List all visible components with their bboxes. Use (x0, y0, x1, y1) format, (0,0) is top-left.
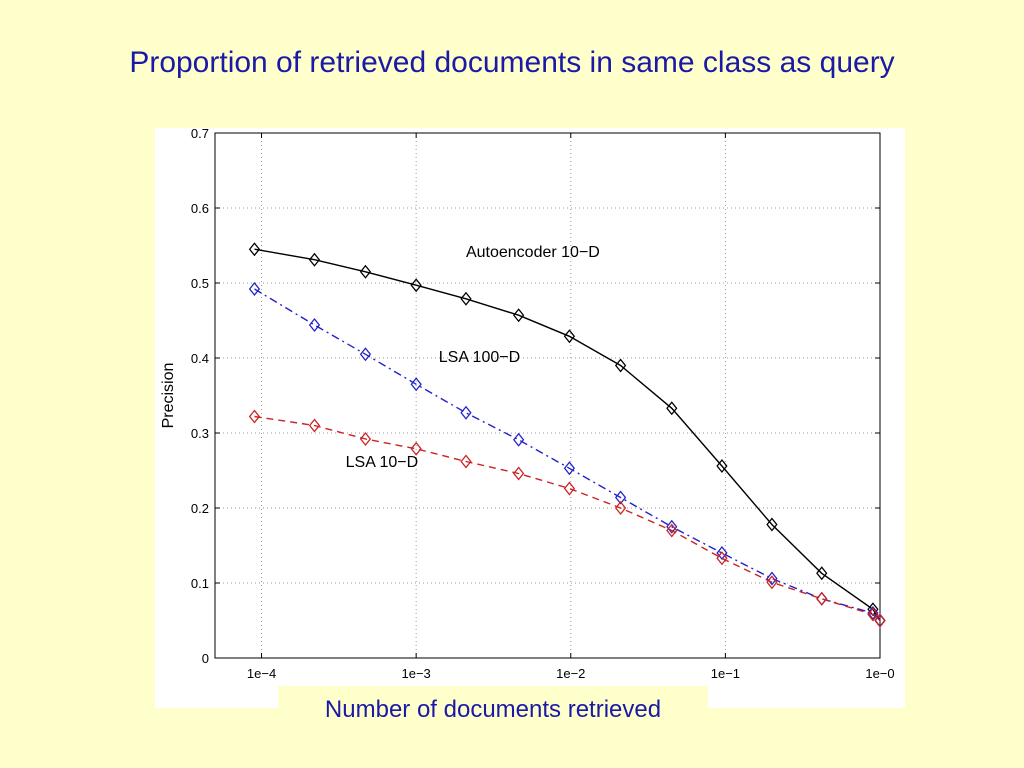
data-point (867, 605, 879, 621)
series-label: LSA 100−D (439, 349, 520, 366)
data-point (248, 281, 261, 297)
data-point (410, 441, 422, 456)
y-tick-label: 0.3 (191, 426, 209, 441)
precision-chart: 0 0.1 0.2 0.3 0.4 0.5 0.6 0.7 1e−4 1e−3 1e−2 1e−1 1e… (160, 128, 895, 681)
data-point (410, 278, 422, 293)
y-tick-label: 0 (202, 651, 209, 666)
axis-ticks: 0 0.1 0.2 0.3 0.4 0.5 0.6 0.7 1e−4 1e−3 1e−2 1e−1 1e… (191, 128, 895, 681)
data-point (512, 308, 525, 323)
data-point (359, 264, 372, 279)
y-tick-label: 0.2 (191, 501, 209, 516)
data-point (248, 242, 261, 257)
series-group (248, 242, 886, 628)
data-point (308, 418, 321, 433)
data-point (359, 431, 372, 447)
x-axis-caption: Number of documents retrieved (324, 696, 662, 723)
data-point (716, 545, 728, 561)
grid-lines (215, 133, 881, 658)
data-point (512, 466, 525, 481)
plot-panel: 0 0.1 0.2 0.3 0.4 0.5 0.6 0.7 1e−4 1e−3 1e−2 1e−1 1e… (155, 128, 905, 708)
plot-frame (214, 132, 881, 659)
data-point (563, 461, 576, 476)
y-tick-label: 0.7 (191, 128, 209, 141)
data-point (563, 329, 576, 344)
data-point (359, 347, 372, 362)
data-point (766, 517, 778, 532)
data-point (308, 252, 321, 267)
data-point (460, 454, 472, 469)
data-point (666, 523, 678, 538)
data-point (410, 377, 422, 392)
series-2 (248, 409, 886, 628)
data-point (248, 409, 261, 424)
data-point (563, 481, 576, 496)
data-point (716, 551, 728, 566)
series-label: LSA 10−D (346, 454, 419, 471)
data-point (816, 591, 828, 606)
series-line (254, 248, 881, 621)
data-point (716, 458, 728, 474)
x-tick-label: 1e−1 (711, 666, 740, 681)
data-point (666, 401, 678, 416)
data-point (460, 405, 472, 420)
data-point (308, 317, 321, 333)
data-point (816, 566, 828, 581)
y-tick-label: 0.5 (191, 276, 209, 291)
x-tick-label: 1e−4 (247, 666, 276, 681)
y-axis-title: Precision (160, 363, 177, 429)
y-tick-label: 0.1 (191, 576, 209, 591)
y-tick-label: 0.4 (191, 351, 209, 366)
y-tick-label: 0.6 (191, 201, 209, 216)
data-point (766, 571, 778, 586)
series-labels: Autoencoder 10−D LSA 100−D LSA 10−D (346, 244, 600, 471)
series-label: Autoencoder 10−D (466, 244, 600, 261)
series-0 (248, 242, 886, 628)
x-tick-label: 1e−2 (556, 666, 585, 681)
data-point (666, 519, 678, 534)
data-point (614, 490, 627, 505)
x-tick-label: 1e−3 (402, 666, 431, 681)
data-point (512, 432, 525, 447)
data-point (874, 613, 886, 628)
data-point (867, 607, 879, 622)
data-point (460, 291, 472, 306)
x-tick-label: 1e−0 (865, 666, 894, 681)
data-point (816, 591, 828, 606)
data-point (614, 500, 627, 516)
series-line (254, 415, 881, 622)
data-point (766, 575, 778, 590)
slide-title: Proportion of retrieved documents in sam… (129, 46, 895, 79)
caption-box: Number of documents retrieved (278, 686, 708, 730)
data-point (614, 358, 627, 373)
